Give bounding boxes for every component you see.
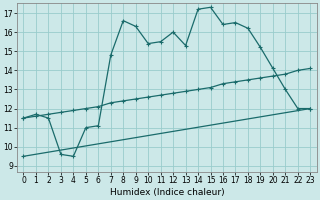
X-axis label: Humidex (Indice chaleur): Humidex (Indice chaleur) bbox=[109, 188, 224, 197]
